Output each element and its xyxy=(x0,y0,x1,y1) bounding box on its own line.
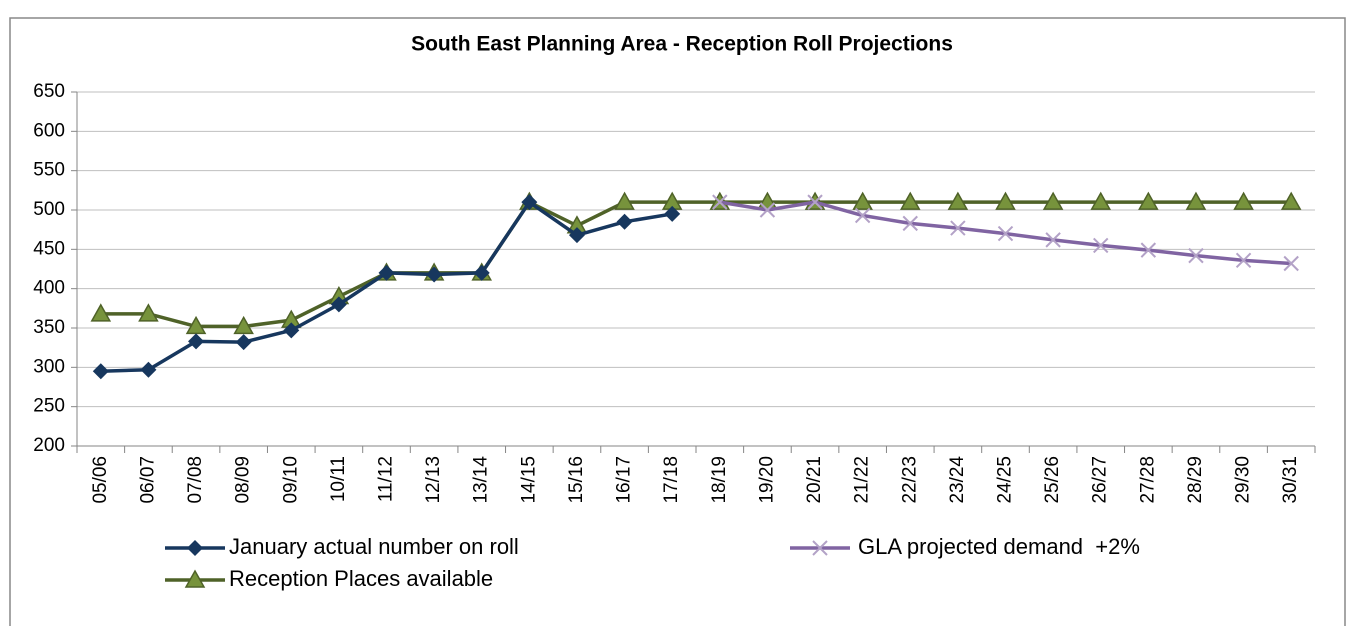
axes: 200 250 300 350 400 450 500 550 600 650 05/06 06/07… xyxy=(33,81,1316,504)
x-tick-label: 08/09 xyxy=(233,456,254,504)
marker-diamond xyxy=(92,363,109,380)
marker-x xyxy=(712,194,728,210)
marker-triangle xyxy=(995,191,1016,210)
marker-x xyxy=(1188,247,1204,264)
y-tick-label: 650 xyxy=(33,81,65,102)
marker-x xyxy=(854,207,871,224)
x-tick-label: 15/16 xyxy=(566,456,587,504)
x-tick-label: 10/11 xyxy=(328,456,349,502)
marker-x xyxy=(1045,232,1061,248)
y-tick-label: 250 xyxy=(33,396,65,417)
series-line xyxy=(100,200,1292,329)
marker-triangle xyxy=(1042,191,1064,210)
x-tick-label: 23/24 xyxy=(947,456,968,504)
marker-diamond xyxy=(378,264,395,281)
legend-label: GLA projected demand +2% xyxy=(858,534,1140,559)
marker-diamond xyxy=(616,213,633,230)
x-tick-label: 21/22 xyxy=(852,456,873,504)
x-tick-label: 17/18 xyxy=(661,456,682,504)
marker-diamond xyxy=(140,361,157,378)
marker-triangle xyxy=(1280,191,1302,210)
x-tick-label: 30/31 xyxy=(1280,456,1301,504)
y-tick-label: 550 xyxy=(33,160,65,181)
x-tick-label: 19/20 xyxy=(756,456,777,504)
marker-diamond xyxy=(283,322,300,339)
x-tick-label: 20/21 xyxy=(804,456,825,504)
marker-triangle xyxy=(184,569,206,588)
x-tick-label: 11/12 xyxy=(376,456,397,502)
y-tick-label: 500 xyxy=(33,199,65,220)
x-tick-label: 09/10 xyxy=(280,456,301,504)
y-tick-label: 350 xyxy=(33,317,65,338)
marker-x xyxy=(950,220,966,236)
y-tick-label: 450 xyxy=(33,238,65,259)
marker-triangle xyxy=(899,191,921,210)
marker-x xyxy=(759,202,776,218)
marker-x xyxy=(807,194,823,210)
marker-x xyxy=(1235,252,1252,269)
x-tick-label: 29/30 xyxy=(1233,456,1254,504)
x-tick-label: 24/25 xyxy=(995,456,1016,504)
marks xyxy=(90,191,1302,380)
marker-diamond xyxy=(330,296,347,313)
marker-diamond xyxy=(188,333,205,350)
marker-triangle xyxy=(138,303,159,322)
marker-diamond xyxy=(664,205,681,222)
x-tick-label: 14/15 xyxy=(518,456,539,504)
x-tick-label: 25/26 xyxy=(1042,456,1063,504)
marker-triangle xyxy=(1185,191,1207,210)
legend-label: January actual number on roll xyxy=(229,534,519,559)
y-tick-label: 400 xyxy=(33,278,65,299)
x-tick-label: 06/07 xyxy=(137,456,158,504)
marker-triangle xyxy=(233,315,254,335)
y-tick-label: 300 xyxy=(33,356,65,377)
marker-diamond xyxy=(187,540,203,556)
y-tick-label: 600 xyxy=(33,120,65,141)
marker-x xyxy=(1283,255,1299,272)
legend: January actual number on roll Reception P… xyxy=(165,534,1140,591)
marker-diamond xyxy=(235,334,252,351)
chart-title: South East Planning Area - Reception Rol… xyxy=(411,33,953,56)
marker-triangle xyxy=(947,191,969,210)
marker-x xyxy=(1093,237,1109,254)
marker-diamond xyxy=(426,266,443,283)
marker-x xyxy=(1140,242,1157,258)
marker-x xyxy=(902,215,918,232)
x-tick-label: 16/17 xyxy=(614,456,635,504)
marker-x xyxy=(812,540,828,556)
marker-diamond xyxy=(521,194,538,211)
marker-triangle xyxy=(1138,191,1159,210)
marker-triangle xyxy=(1090,191,1112,210)
x-tick-label: 05/06 xyxy=(90,456,111,504)
x-tick-label: 27/28 xyxy=(1137,456,1158,504)
x-tick-label: 18/19 xyxy=(709,456,730,504)
marker-triangle xyxy=(90,303,112,322)
marker-triangle xyxy=(852,191,873,210)
chart-frame xyxy=(9,17,1346,626)
x-tick-label: 13/14 xyxy=(471,456,492,504)
x-tick-label: 07/08 xyxy=(185,456,206,504)
x-tick-label: 12/13 xyxy=(423,456,444,504)
legend-label: Reception Places available xyxy=(229,566,493,591)
marker-diamond xyxy=(568,227,585,244)
x-tick-label: 28/29 xyxy=(1185,456,1206,504)
marker-triangle xyxy=(1233,191,1254,210)
x-tick-label: 26/27 xyxy=(1090,456,1111,504)
marker-triangle xyxy=(614,191,635,210)
marker-x xyxy=(997,225,1014,242)
grid xyxy=(77,91,1315,447)
marker-diamond xyxy=(473,264,490,281)
x-tick-label: 22/23 xyxy=(899,456,920,504)
y-tick-label: 200 xyxy=(33,435,65,456)
